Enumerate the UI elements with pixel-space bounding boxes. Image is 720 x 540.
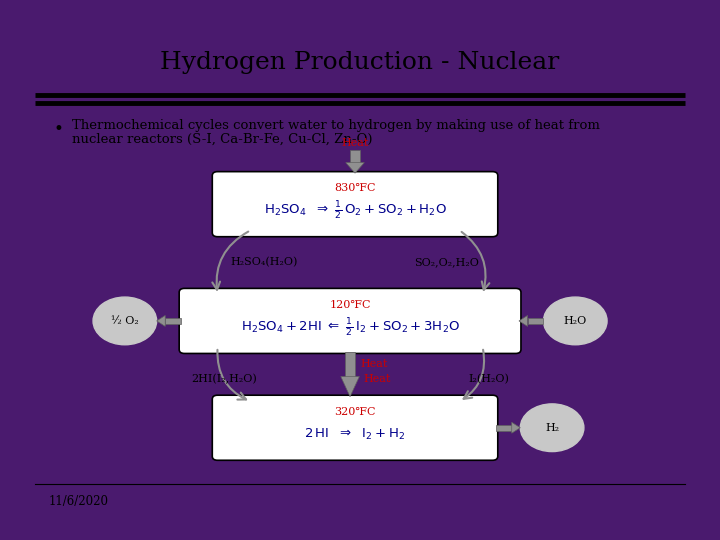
FancyBboxPatch shape (212, 395, 498, 460)
FancyBboxPatch shape (165, 318, 181, 324)
Text: $\mathrm{H_2SO_4}$  $\Rightarrow$ $\mathrm{\frac{1}{2}\,O_2 + SO_2 + H_2O}$: $\mathrm{H_2SO_4}$ $\Rightarrow$ $\mathr… (264, 200, 446, 222)
Text: H₂SO₄(H₂O): H₂SO₄(H₂O) (231, 258, 298, 268)
Polygon shape (346, 163, 364, 173)
Text: 2HI(I₂,H₂O): 2HI(I₂,H₂O) (191, 374, 257, 384)
Text: Hydrogen Production - Nuclear: Hydrogen Production - Nuclear (161, 51, 559, 75)
Text: H₂: H₂ (545, 423, 559, 433)
Circle shape (93, 297, 157, 345)
Text: I₂(H₂O): I₂(H₂O) (468, 374, 509, 384)
FancyBboxPatch shape (528, 318, 544, 324)
Text: SO₂,O₂,H₂O: SO₂,O₂,H₂O (414, 258, 480, 267)
Text: Heat: Heat (341, 138, 369, 149)
Text: H₂O: H₂O (564, 316, 587, 326)
FancyBboxPatch shape (179, 288, 521, 354)
Text: Thermochemical cycles convert water to hydrogen by making use of heat from: Thermochemical cycles convert water to h… (72, 119, 600, 132)
Polygon shape (519, 315, 528, 326)
Text: ½ O₂: ½ O₂ (111, 316, 139, 326)
Text: 120℉C: 120℉C (329, 300, 371, 310)
FancyBboxPatch shape (350, 150, 360, 163)
Text: 11/6/2020: 11/6/2020 (49, 495, 109, 508)
FancyBboxPatch shape (212, 172, 498, 237)
Text: $\mathrm{2\,HI}$  $\Rightarrow$  $\mathrm{I_2 + H_2}$: $\mathrm{2\,HI}$ $\Rightarrow$ $\mathrm{… (305, 427, 405, 442)
Text: •: • (54, 122, 63, 138)
FancyBboxPatch shape (345, 352, 355, 376)
Text: nuclear reactors (S-I, Ca-Br-Fe, Cu-Cl, Zn-O): nuclear reactors (S-I, Ca-Br-Fe, Cu-Cl, … (72, 132, 372, 145)
Text: $\mathrm{H_2SO_4 + 2HI}$ $\Leftarrow$ $\mathrm{\frac{1}{2}\,I_2 + SO_2 + 3H_2O}$: $\mathrm{H_2SO_4 + 2HI}$ $\Leftarrow$ $\… (240, 317, 459, 339)
Circle shape (521, 404, 584, 451)
Polygon shape (512, 422, 521, 433)
Text: 830℉C: 830℉C (334, 183, 376, 193)
Text: 320℉C: 320℉C (334, 407, 376, 416)
Polygon shape (341, 376, 359, 397)
FancyBboxPatch shape (496, 425, 512, 431)
Circle shape (544, 297, 607, 345)
Polygon shape (157, 315, 165, 326)
Text: Heat: Heat (360, 360, 387, 369)
Text: Heat: Heat (364, 374, 391, 384)
